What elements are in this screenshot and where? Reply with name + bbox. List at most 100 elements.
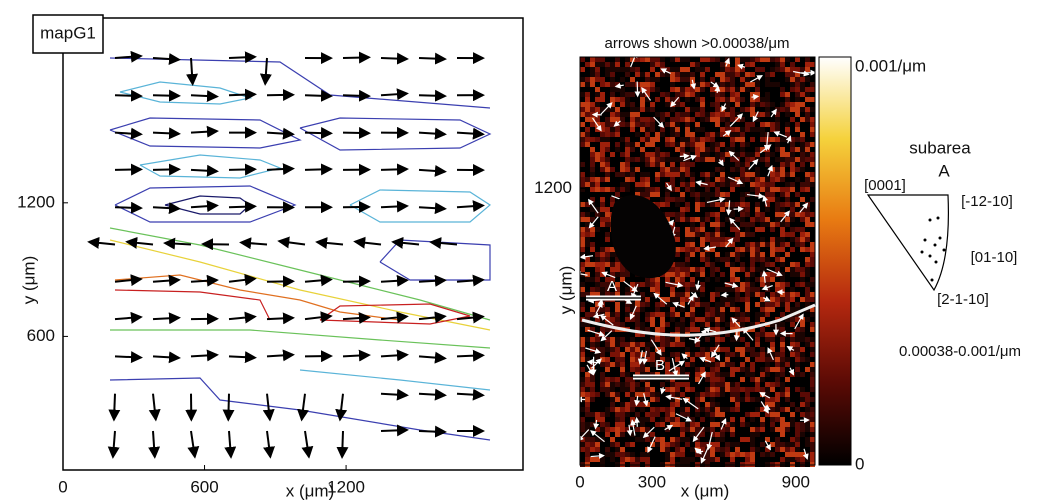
heat-cell [585,277,590,282]
heat-cell [695,432,700,437]
heat-cell [580,387,585,392]
heat-cell [695,67,700,72]
heat-cell [715,117,720,122]
heat-arrow [675,413,693,422]
heat-cell [585,232,590,237]
heat-cell [580,307,585,312]
heat-cell [800,217,805,222]
heat-cell [580,102,585,107]
heat-cell [755,197,760,202]
heat-cell [665,207,670,212]
heat-arrow [752,111,759,123]
heat-cell [755,142,760,147]
heat-cell [615,67,620,72]
heat-cell [755,282,760,287]
heat-cell [770,282,775,287]
heat-cell [615,432,620,437]
heat-cell [595,352,600,357]
heat-cell [750,207,755,212]
heat-cell [640,452,645,457]
heat-cell [775,227,780,232]
heat-cell [800,392,805,397]
heat-cell [625,352,630,357]
heat-cell [610,147,615,152]
heat-cell [725,427,730,432]
heat-cell [665,77,670,82]
heat-cell [675,152,680,157]
heat-cell [645,292,650,297]
heat-cell [660,437,665,442]
heat-cell [710,112,715,117]
heat-cell [760,112,765,117]
heat-cell [710,107,715,112]
heat-cell [745,222,750,227]
heat-cell [780,387,785,392]
heat-cell [675,182,680,187]
heat-cell [765,252,770,257]
heat-cell [725,267,730,272]
heat-cell [670,457,675,462]
heat-cell [680,222,685,227]
heat-cell [700,112,705,117]
heat-cell [580,262,585,267]
heat-cell [770,392,775,397]
arrow [456,127,485,140]
heat-cell [770,67,775,72]
heat-cell [750,77,755,82]
heat-cell [720,127,725,132]
arrow [456,200,485,213]
heat-cell [770,97,775,102]
heat-cell [745,442,750,447]
heat-cell [655,397,660,402]
heat-cell [685,242,690,247]
heat-cell [685,347,690,352]
heat-cell [740,92,745,97]
heat-cell [740,262,745,267]
heat-cell [710,372,715,377]
heat-cell [755,432,760,437]
heat-cell [705,267,710,272]
heat-cell [745,177,750,182]
heat-cell [770,452,775,457]
heat-cell [605,147,610,152]
heat-cell [690,62,695,67]
heat-cell [595,397,600,402]
heat-cell [720,362,725,367]
heat-cell [615,312,620,317]
heat-cell [760,267,765,272]
contour [319,303,471,325]
y-tick-label: 1200 [534,178,572,197]
heat-cell [780,267,785,272]
heat-cell [690,192,695,197]
heat-arrow [600,330,613,342]
heat-cell [680,142,685,147]
heat-cell [660,102,665,107]
heat-cell [685,227,690,232]
heat-cell [580,107,585,112]
heat-cell [790,457,795,462]
heat-arrow [634,416,640,427]
heat-cell [700,277,705,282]
ipf-point [928,254,932,258]
heat-cell [780,227,785,232]
heat-cell [590,377,595,382]
heat-cell [605,92,610,97]
heat-cell [745,67,750,72]
heat-cell [755,342,760,347]
heat-arrow [574,270,588,277]
heat-cell [670,167,675,172]
heat-cell [800,222,805,227]
heat-cell [765,387,770,392]
heat-cell [680,212,685,217]
x-tick-label: 0 [575,472,584,491]
heat-cell [775,187,780,192]
heat-cell [625,192,630,197]
heat-cell [580,407,585,412]
heat-cell [805,162,810,167]
heat-cell [750,172,755,177]
heat-cell [770,77,775,82]
heat-cell [715,92,720,97]
heat-cell [720,67,725,72]
heat-cell [775,207,780,212]
heat-cell [765,317,770,322]
